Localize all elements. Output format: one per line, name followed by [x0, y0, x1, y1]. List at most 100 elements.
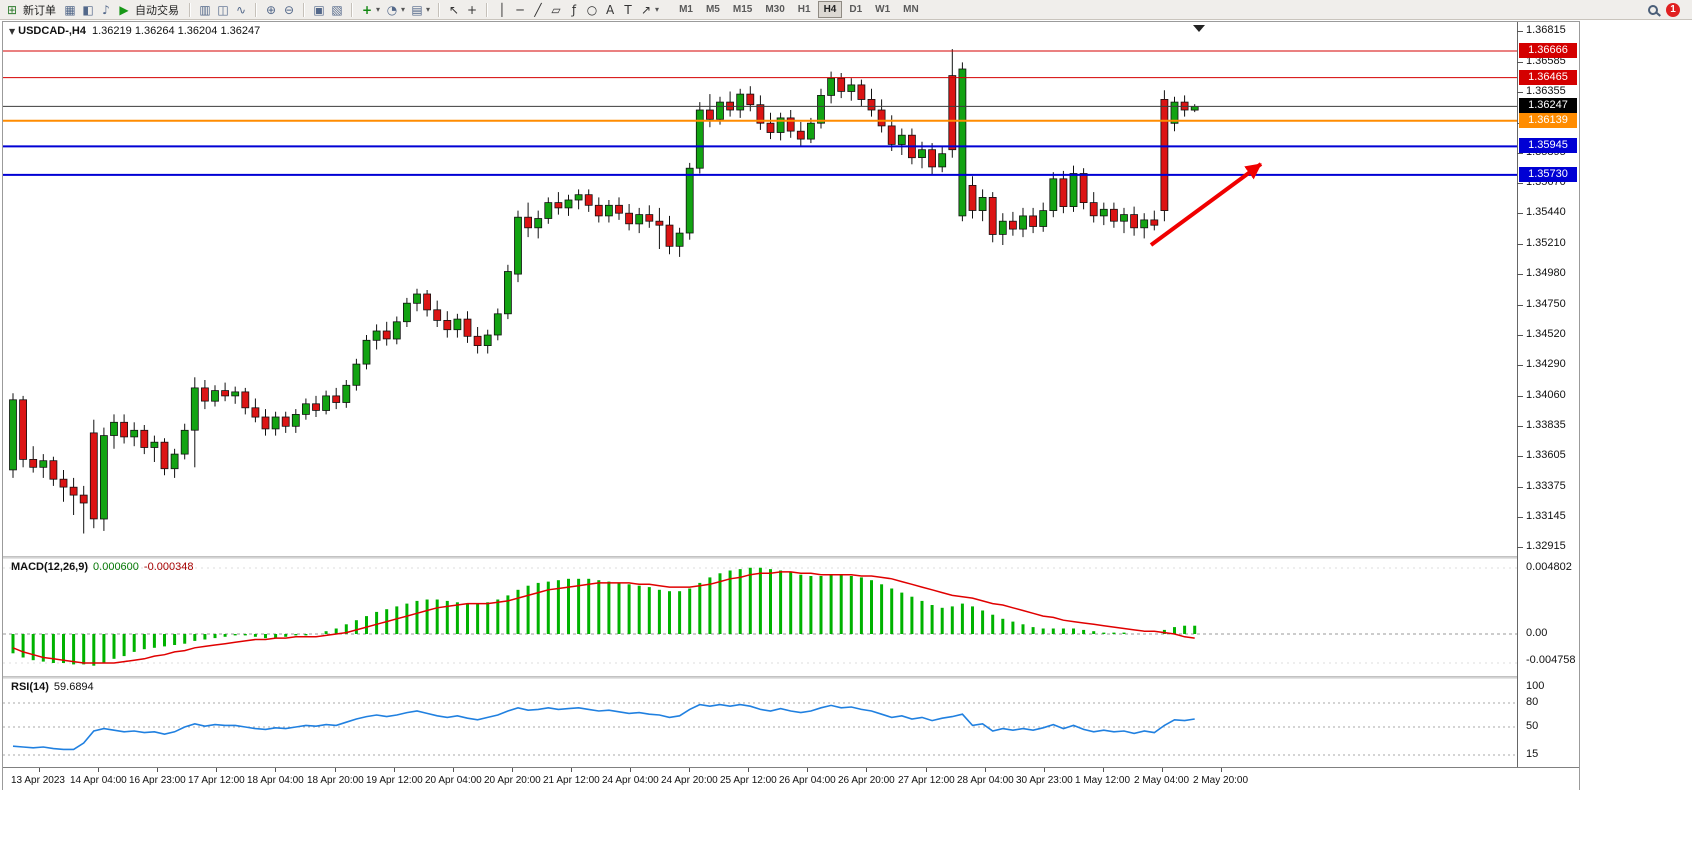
price-box-1.36666: 1.36666	[1519, 43, 1577, 58]
autotrading-button[interactable]: 自动交易	[135, 4, 179, 17]
candle-body	[402, 302, 411, 323]
templates-icon[interactable]: ▤	[411, 2, 423, 17]
channel-icon[interactable]: ▱	[551, 2, 561, 17]
zoom-out-icon[interactable]: ⊖	[283, 2, 295, 17]
candle-body	[635, 214, 644, 225]
price-scale-label: 1.36585	[1517, 55, 1566, 67]
candle-body	[807, 122, 815, 140]
candle-body	[867, 99, 876, 111]
time-axis-tick	[571, 768, 572, 772]
toolbar-right: 1	[1648, 2, 1688, 17]
zoom-in-icon[interactable]: ⊕	[265, 2, 277, 17]
dropdown-icon[interactable]: ▾	[401, 5, 406, 14]
candle-body	[1029, 215, 1037, 227]
dropdown-icon[interactable]: ▾	[376, 5, 381, 14]
notification-badge[interactable]: 1	[1666, 2, 1680, 17]
candle-body	[645, 214, 654, 222]
candle-body	[423, 293, 432, 311]
timeframe-button-M5[interactable]: M5	[705, 4, 720, 15]
candle-body	[130, 429, 139, 438]
line-chart-icon[interactable]: ∿	[235, 2, 247, 17]
vline-icon[interactable]: │	[498, 2, 506, 17]
time-axis-tick	[216, 768, 217, 772]
arrows-icon[interactable]: ↗	[641, 2, 652, 17]
time-axis[interactable]: 13 Apr 2023 14 Apr 04:00 16 Apr 23:00 17 Ap…	[3, 767, 1579, 790]
candle-body	[1140, 219, 1149, 229]
panel-splitter[interactable]	[3, 556, 1579, 559]
candlestick-icon[interactable]: ◫	[217, 2, 229, 17]
price-scale-label: 1.33605	[1517, 449, 1566, 461]
bar-chart-icon[interactable]: ▥	[199, 2, 211, 17]
candle-body	[392, 321, 401, 340]
time-axis-tick	[926, 768, 927, 772]
chart-symbol-period: USDCAD-,H4	[18, 25, 86, 37]
chart-shift-marker[interactable]	[1193, 25, 1205, 32]
timeframe-button-D1[interactable]: D1	[849, 4, 863, 15]
price-box-1.35945: 1.35945	[1519, 138, 1577, 153]
dropdown-icon[interactable]: ▾	[426, 5, 431, 14]
timeframe-button-M1[interactable]: M1	[679, 4, 693, 15]
price-scale-label: 1.34060	[1517, 389, 1566, 401]
candle-body	[100, 435, 108, 520]
market-watch-icon[interactable]: ◧	[82, 2, 94, 17]
price-scale[interactable]: 0.004802 0.00 -0.004758 100 80 50 15 1.3…	[1517, 22, 1579, 767]
timeframe-button-M15[interactable]: M15	[732, 4, 753, 15]
dropdown-icon[interactable]: ▾	[655, 5, 660, 14]
rsi-axis-50: 50	[1526, 720, 1539, 732]
new-order-icon[interactable]: ⊞	[6, 2, 18, 17]
rsi-indicator-label: RSI(14) 59.6894	[11, 681, 94, 693]
timeframe-button-H1[interactable]: H1	[797, 4, 811, 15]
price-scale-label: 1.35440	[1517, 206, 1566, 218]
trend-arrow[interactable]	[1149, 162, 1263, 247]
candle-body	[827, 77, 835, 96]
indicators-icon[interactable]: +	[361, 2, 373, 17]
cursor-icon[interactable]: ↖	[449, 2, 460, 17]
label-icon[interactable]: T	[624, 2, 632, 17]
time-axis-label: 13 Apr 2023	[11, 775, 65, 786]
time-axis-tick	[807, 768, 808, 772]
chart-window[interactable]: ▼ USDCAD-,H4 1.36219 1.36264 1.36204 1.362…	[2, 21, 1580, 790]
macd-panel[interactable]	[3, 559, 1517, 676]
candle-body	[524, 216, 532, 229]
candle-body	[847, 84, 856, 92]
candle-body	[655, 220, 664, 226]
fibonacci-icon[interactable]: ƒ	[571, 2, 577, 17]
trendline-icon[interactable]: ╱	[534, 2, 542, 17]
toolbar-separator	[351, 2, 353, 17]
candle-body	[150, 441, 159, 448]
candle-body	[766, 122, 775, 133]
candle-body	[39, 460, 48, 468]
candlestick-chart[interactable]	[3, 22, 1517, 556]
candle-body	[877, 109, 886, 127]
candle-body	[473, 335, 482, 346]
new-order-button[interactable]: 新订单	[23, 4, 56, 17]
ellipse-icon[interactable]: ○	[586, 2, 598, 17]
text-icon[interactable]: A	[605, 2, 615, 17]
tile-windows-icon[interactable]: ▣	[313, 2, 325, 17]
timeframe-button-W1[interactable]: W1	[875, 4, 891, 15]
candle-body	[382, 330, 391, 340]
candle-body	[19, 399, 28, 460]
crosshair-icon[interactable]: +	[467, 2, 478, 17]
timeframe-button-MN[interactable]: MN	[903, 4, 919, 15]
chart-ohlc: 1.36219 1.36264 1.36204 1.36247	[92, 25, 261, 37]
timeframe-button-H4[interactable]: H4	[817, 1, 843, 18]
periods-icon[interactable]: ◔	[386, 2, 398, 17]
sound-icon[interactable]: ♪	[102, 2, 110, 17]
candle-body	[503, 271, 512, 315]
autotrading-icon[interactable]: ▶	[119, 2, 129, 17]
cascade-windows-icon[interactable]: ▧	[331, 2, 343, 17]
candle-body	[716, 101, 724, 120]
hline-icon[interactable]: ─	[516, 2, 524, 17]
time-axis-tick	[985, 768, 986, 772]
panel-splitter[interactable]	[3, 676, 1579, 679]
chart-menu-icon[interactable]: ▼	[9, 27, 16, 36]
candle-body	[1150, 219, 1159, 226]
candle-body	[271, 416, 280, 430]
search-icon[interactable]	[1648, 4, 1658, 15]
candle-body	[605, 204, 613, 217]
candle-body	[998, 220, 1007, 235]
timeframe-button-M30[interactable]: M30	[765, 4, 785, 15]
charts-grid-icon[interactable]: ▦	[64, 2, 76, 17]
rsi-panel[interactable]	[3, 679, 1517, 767]
